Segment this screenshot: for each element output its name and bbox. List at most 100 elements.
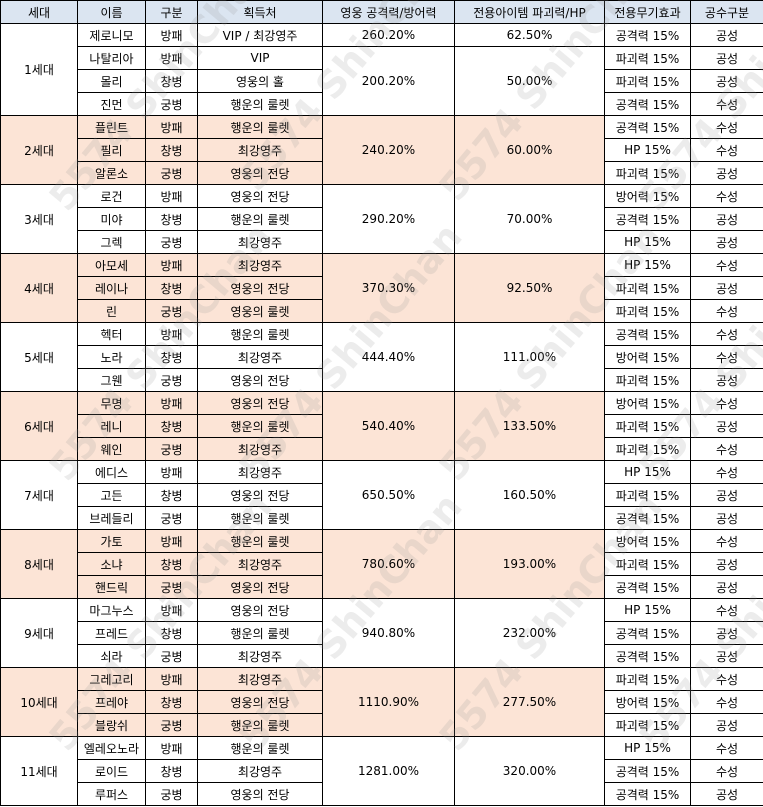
hero-type: 궁병 [145, 713, 198, 737]
generation-cell: 9세대 [0, 598, 78, 668]
table-row: 로이드 창병 최강영주 공격력 15% 수성 [1, 759, 763, 783]
side: 수성 [690, 736, 763, 760]
hero-name: 레이나 [77, 276, 146, 300]
hero-name: 웨인 [77, 437, 146, 461]
hero-type: 방패 [145, 46, 198, 70]
item-stat: 70.00% [454, 184, 605, 254]
hero-type: 창병 [145, 483, 198, 507]
hero-name: 그웬 [77, 368, 146, 392]
table-row: 그렉 궁병 최강영주 HP 15% 공성 [1, 230, 763, 254]
hero-name: 헥터 [77, 322, 146, 346]
side: 공성 [690, 276, 763, 300]
table-row: 7세대 에디스 방패 최강영주 650.50% 160.50% HP 15% 수성 [0, 460, 763, 530]
item-stat: 232.00% [454, 598, 605, 668]
hero-type: 궁병 [145, 368, 198, 392]
side: 공성 [690, 483, 763, 507]
item-stat: 193.00% [454, 529, 605, 599]
table-row: 레니 창병 행운의 룰렛 파괴력 15% 공성 [1, 414, 763, 438]
table-row: 8세대 가토 방패 행운의 룰렛 780.60% 193.00% 방어력 15% 수성 [0, 529, 763, 599]
hero-type: 방패 [145, 391, 198, 415]
generation-cell: 11세대 [0, 736, 78, 806]
hero-type: 창병 [145, 138, 198, 162]
header-source: 획득처 [197, 0, 323, 24]
weapon-effect: HP 15% [604, 230, 691, 254]
hero-name: 무명 [77, 391, 146, 415]
table-row: 몰리 창병 영웅의 홀 파괴력 15% 공성 [1, 69, 763, 93]
hero-type: 방패 [145, 598, 198, 622]
generation-cell: 6세대 [0, 391, 78, 461]
table-row: 노라 창병 최강영주 방어력 15% 수성 [1, 345, 763, 369]
hero-name: 쇠라 [77, 644, 146, 668]
hero-name: 마그누스 [77, 598, 146, 622]
hero-name: 아모세 [77, 253, 146, 277]
hero-type: 궁병 [145, 161, 198, 185]
table-row: 알론소 궁병 영웅의 전당 파괴력 15% 공성 [1, 161, 763, 185]
side: 공성 [690, 552, 763, 576]
table-row: 블랑쉬 궁병 행운의 룰렛 파괴력 15% 공성 [1, 713, 763, 737]
hero-type: 방패 [145, 253, 198, 277]
hero-stat: 370.30% [322, 253, 455, 323]
side: 수성 [690, 115, 763, 139]
hero-stat: 1110.90% [322, 667, 455, 737]
side: 공성 [690, 506, 763, 530]
hero-source: 영웅의 전당 [197, 391, 323, 415]
item-stat: 62.50% [454, 23, 605, 47]
hero-name: 프레드 [77, 621, 146, 645]
hero-stat: 540.40% [322, 391, 455, 461]
hero-type: 방패 [145, 529, 198, 553]
weapon-effect: HP 15% [604, 598, 691, 622]
hero-name: 프레야 [77, 690, 146, 714]
hero-source: 행운의 룰렛 [197, 207, 323, 231]
hero-source: 최강영주 [197, 230, 323, 254]
side: 수성 [690, 138, 763, 162]
generation-cell: 8세대 [0, 529, 78, 599]
hero-type: 방패 [145, 184, 198, 208]
weapon-effect: 방어력 15% [604, 529, 691, 553]
hero-name: 그렉 [77, 230, 146, 254]
generation-cell: 10세대 [0, 667, 78, 737]
hero-stat: 940.80% [322, 598, 455, 668]
table-row: 나탈리아 방패 VIP 200.20% 50.00% 파괴력 15% 공성 [1, 46, 763, 116]
hero-name: 노라 [77, 345, 146, 369]
hero-name: 엘레오노라 [77, 736, 146, 760]
header-type: 구분 [145, 0, 198, 24]
side: 공성 [690, 207, 763, 231]
weapon-effect: HP 15% [604, 253, 691, 277]
hero-stat: 200.20% [322, 46, 455, 116]
side: 공성 [690, 46, 763, 70]
side: 공성 [690, 23, 763, 47]
table-row: 10세대 그레고리 방패 최강영주 1110.90% 277.50% 파괴력 15% 수성 [0, 667, 763, 737]
weapon-effect: 파괴력 15% [604, 161, 691, 185]
hero-source: 영웅의 전당 [197, 184, 323, 208]
hero-type: 창병 [145, 345, 198, 369]
item-stat: 111.00% [454, 322, 605, 392]
hero-type: 방패 [145, 115, 198, 139]
hero-type: 궁병 [145, 506, 198, 530]
table-row: 6세대 무명 방패 영웅의 전당 540.40% 133.50% 방어력 15% 수성 [0, 391, 763, 461]
weapon-effect: 공격력 15% [604, 115, 691, 139]
table-row: 4세대 아모세 방패 최강영주 370.30% 92.50% HP 15% 수성 [0, 253, 763, 323]
hero-source: 행운의 룰렛 [197, 713, 323, 737]
hero-name: 블랑쉬 [77, 713, 146, 737]
table-row: 고든 창병 영웅의 전당 파괴력 15% 공성 [1, 483, 763, 507]
header-item-stat: 전용아이템 파괴력/HP [454, 0, 605, 24]
hero-source: 최강영주 [197, 437, 323, 461]
hero-type: 방패 [145, 736, 198, 760]
table-row: 2세대 플린트 방패 행운의 룰렛 240.20% 60.00% 공격력 15% 수성 [0, 115, 763, 185]
header-name: 이름 [77, 0, 146, 24]
hero-name: 필리 [77, 138, 146, 162]
hero-name: 루퍼스 [77, 782, 146, 806]
header-row: 세대 이름 구분 획득처 영웅 공격력/방어력 전용아이템 파괴력/HP 전용무… [0, 0, 763, 24]
weapon-effect: 방어력 15% [604, 391, 691, 415]
hero-type: 창병 [145, 690, 198, 714]
side: 수성 [690, 299, 763, 323]
hero-name: 브레들리 [77, 506, 146, 530]
generation-rows: 2세대 플린트 방패 행운의 룰렛 240.20% 60.00% 공격력 15% 수성 필리 창병… [0, 115, 763, 806]
table-row: 소냐 창병 최강영주 파괴력 15% 공성 [1, 552, 763, 576]
hero-name: 미야 [77, 207, 146, 231]
item-stat: 160.50% [454, 460, 605, 530]
hero-name: 핸드릭 [77, 575, 146, 599]
hero-name: 에디스 [77, 460, 146, 484]
hero-name: 몰리 [77, 69, 146, 93]
